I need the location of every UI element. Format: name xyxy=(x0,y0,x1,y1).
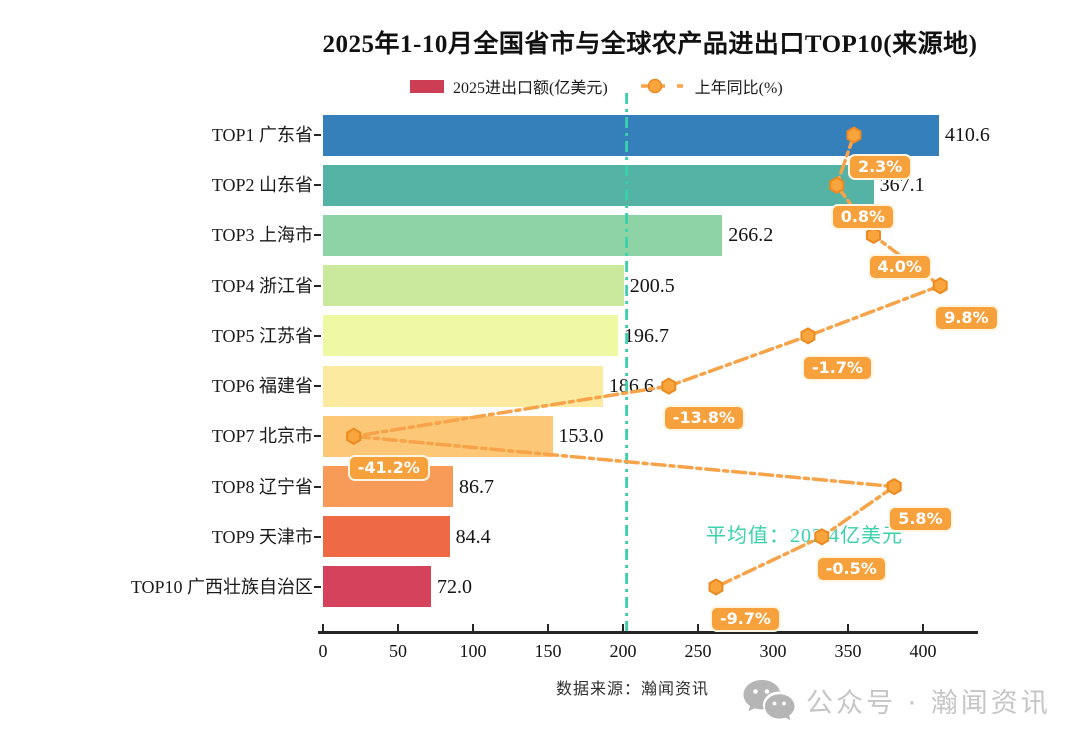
bar xyxy=(323,516,450,558)
category-label: TOP10 广西壮族自治区 xyxy=(130,576,313,597)
x-axis-tick xyxy=(697,624,699,632)
category-label: TOP7 北京市 xyxy=(211,426,313,447)
y-axis-tick xyxy=(314,485,321,488)
growth-badge: -1.7% xyxy=(801,354,873,381)
x-axis-tick-label: 400 xyxy=(909,641,937,661)
bar xyxy=(323,566,431,608)
mean-value-label: 平均值：202.4亿美元 xyxy=(706,525,903,547)
legend-line-icon xyxy=(640,78,683,94)
bar-value-label: 84.4 xyxy=(455,525,491,548)
growth-badge: 9.8% xyxy=(934,304,999,331)
x-axis-tick-label: 150 xyxy=(534,641,562,661)
growth-badge: 4.0% xyxy=(867,254,932,281)
y-axis-tick xyxy=(314,234,321,237)
y-axis-tick xyxy=(314,385,321,388)
y-axis-tick xyxy=(314,134,321,136)
growth-badge: -0.5% xyxy=(815,555,887,582)
bar xyxy=(323,114,939,156)
bar-value-label: 200.5 xyxy=(629,274,675,297)
x-axis-tick xyxy=(547,624,549,632)
legend-bar-label: 2025进出口额(亿美元) xyxy=(453,80,608,97)
x-axis-tick-label: 100 xyxy=(459,641,487,661)
y-axis-tick xyxy=(314,435,321,438)
x-axis-tick-label: 250 xyxy=(684,641,712,661)
bar-value-label: 86.7 xyxy=(459,475,495,498)
bar-value-label: 186.6 xyxy=(608,375,654,398)
x-axis-tick xyxy=(472,624,474,632)
bar xyxy=(323,164,874,206)
category-label: TOP2 山东省 xyxy=(211,175,313,196)
bar-value-label: 410.6 xyxy=(944,124,990,146)
x-axis-tick xyxy=(397,624,399,632)
x-axis-tick xyxy=(847,624,849,632)
growth-badge: -9.7% xyxy=(709,605,781,632)
bar xyxy=(323,315,619,357)
growth-badge: 5.8% xyxy=(888,505,953,532)
x-axis-tick xyxy=(622,624,624,632)
y-axis-tick xyxy=(314,535,321,538)
category-label: TOP4 浙江省 xyxy=(211,275,313,296)
bar xyxy=(323,265,624,307)
growth-badge: -41.2% xyxy=(347,455,430,482)
bar xyxy=(323,415,553,457)
y-axis-tick xyxy=(314,334,321,337)
chart-title: 2025年1-10月全国省市与全球农产品进出口TOP10(来源地) xyxy=(322,31,978,58)
category-label: TOP8 辽宁省 xyxy=(211,476,313,497)
y-axis-tick xyxy=(314,184,321,187)
growth-badge: 0.8% xyxy=(830,204,896,231)
category-label: TOP1 广东省 xyxy=(211,125,313,145)
chart-legend: 2025进出口额(亿美元) 上年同比(%) xyxy=(410,75,783,97)
x-axis-tick-label: 300 xyxy=(759,641,787,661)
bar-value-label: 266.2 xyxy=(728,224,774,247)
growth-badge: -13.8% xyxy=(662,405,745,432)
category-label: TOP3 上海市 xyxy=(211,225,313,246)
x-axis-line xyxy=(318,631,978,634)
x-axis-tick xyxy=(922,624,924,632)
bar-value-label: 72.0 xyxy=(437,575,472,598)
x-axis-tick-label: 50 xyxy=(389,641,407,661)
source-text: 数据来源：瀚闻资讯 xyxy=(556,681,710,698)
watermark-text: 公众号 · 瀚闻资讯 xyxy=(806,687,1051,719)
bar-value-label: 196.7 xyxy=(624,324,670,347)
bar-value-label: 153.0 xyxy=(558,425,604,448)
legend-bar-swatch xyxy=(410,79,444,93)
wechat-icon xyxy=(743,680,795,721)
category-label: TOP6 福建省 xyxy=(211,376,313,397)
bar xyxy=(323,214,723,256)
x-axis-tick xyxy=(322,624,324,632)
watermark: 公众号 · 瀚闻资讯 xyxy=(742,678,1051,722)
legend-line-label: 上年同比(%) xyxy=(694,80,783,97)
growth-badge: 2.3% xyxy=(847,154,913,180)
y-axis-tick xyxy=(314,585,321,588)
x-axis-tick-label: 0 xyxy=(318,641,328,661)
y-axis-tick xyxy=(314,284,321,287)
bar xyxy=(323,365,603,407)
x-axis-tick-label: 350 xyxy=(834,641,862,661)
x-axis-tick-label: 200 xyxy=(609,641,637,661)
category-label: TOP9 天津市 xyxy=(211,526,313,547)
category-label: TOP5 江苏省 xyxy=(211,325,313,346)
